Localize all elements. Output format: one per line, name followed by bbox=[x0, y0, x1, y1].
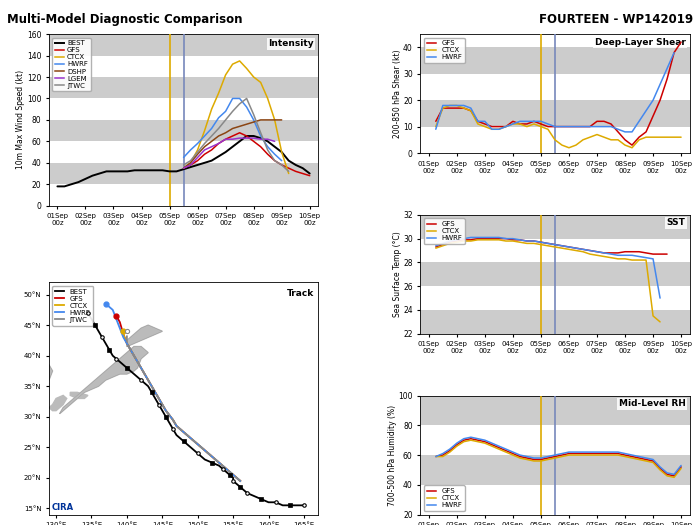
Bar bbox=[421, 100, 690, 127]
Bar bbox=[421, 215, 690, 239]
Bar bbox=[421, 286, 690, 310]
Text: Multi-Model Diagnostic Comparison: Multi-Model Diagnostic Comparison bbox=[7, 13, 242, 26]
Bar bbox=[421, 485, 690, 514]
Bar bbox=[49, 163, 318, 184]
Bar bbox=[49, 184, 318, 206]
Bar bbox=[49, 120, 318, 141]
Bar bbox=[421, 396, 690, 425]
Bar bbox=[49, 77, 318, 99]
Text: CIRA: CIRA bbox=[52, 503, 74, 512]
Text: FOURTEEN - WP142019: FOURTEEN - WP142019 bbox=[539, 13, 693, 26]
Text: Track: Track bbox=[287, 289, 314, 298]
Bar bbox=[421, 74, 690, 100]
Y-axis label: Sea Surface Temp (°C): Sea Surface Temp (°C) bbox=[393, 232, 402, 317]
Legend: BEST, GFS, CTCX, HWRF, JTWC: BEST, GFS, CTCX, HWRF, JTWC bbox=[52, 286, 94, 326]
Polygon shape bbox=[127, 325, 162, 347]
Bar bbox=[49, 56, 318, 77]
Bar bbox=[49, 34, 318, 56]
Bar bbox=[421, 239, 690, 262]
Y-axis label: 700-500 hPa Humidity (%): 700-500 hPa Humidity (%) bbox=[388, 404, 397, 506]
Legend: GFS, CTCX, HWRF: GFS, CTCX, HWRF bbox=[424, 218, 465, 244]
Bar bbox=[421, 310, 690, 334]
Y-axis label: 10m Max Wind Speed (kt): 10m Max Wind Speed (kt) bbox=[17, 70, 25, 170]
Bar bbox=[421, 262, 690, 286]
Bar bbox=[421, 47, 690, 74]
Polygon shape bbox=[70, 392, 88, 398]
Bar bbox=[421, 455, 690, 485]
Bar bbox=[421, 425, 690, 455]
Y-axis label: 200-850 hPa Shear (kt): 200-850 hPa Shear (kt) bbox=[393, 49, 402, 138]
Text: SST: SST bbox=[666, 218, 685, 227]
Bar bbox=[49, 99, 318, 120]
Text: Mid-Level RH: Mid-Level RH bbox=[619, 399, 685, 408]
Legend: BEST, GFS, CTCX, HWRF, DSHP, LGEM, JTWC: BEST, GFS, CTCX, HWRF, DSHP, LGEM, JTWC bbox=[52, 38, 91, 91]
Polygon shape bbox=[49, 395, 66, 411]
Bar bbox=[49, 141, 318, 163]
Polygon shape bbox=[25, 353, 52, 392]
Bar bbox=[421, 127, 690, 153]
Polygon shape bbox=[60, 346, 148, 414]
Legend: GFS, CTCX, HWRF: GFS, CTCX, HWRF bbox=[424, 486, 465, 511]
Text: Intensity: Intensity bbox=[269, 39, 314, 48]
Legend: GFS, CTCX, HWRF: GFS, CTCX, HWRF bbox=[424, 38, 465, 63]
Text: Deep-Layer Shear: Deep-Layer Shear bbox=[594, 38, 685, 47]
